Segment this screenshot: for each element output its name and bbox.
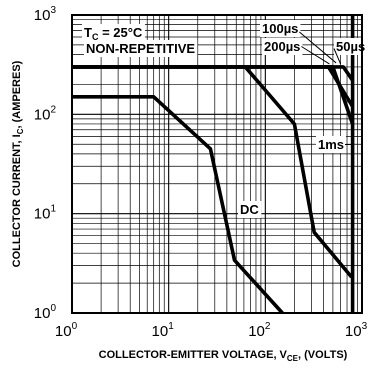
- series-1ms-label: 1ms: [316, 136, 347, 153]
- svg-text:50µs: 50µs: [336, 39, 365, 54]
- condition-non-repetitive-label: NON-REPETITIVE: [84, 40, 198, 57]
- axis-titles: COLLECTOR-EMITTER VOLTAGE, VCE, (VOLTS) C…: [11, 60, 348, 363]
- x-tick-label: 103: [345, 321, 368, 340]
- x-tick-label: 101: [152, 321, 175, 340]
- series-50-s-line: [72, 65, 355, 82]
- leader-200us: [301, 46, 330, 65]
- x-tick-label: 102: [248, 321, 271, 340]
- y-tick-label: 102: [34, 104, 57, 123]
- series-100us-label: 100µs: [260, 20, 301, 37]
- y-tick-label: 103: [34, 5, 57, 24]
- series-50us-label: 50µs: [334, 38, 368, 55]
- leader-100us: [299, 31, 337, 64]
- tick-labels: 100 101 102 103 100 101 102 103: [34, 5, 368, 340]
- svg-text:100µs: 100µs: [262, 21, 298, 36]
- plot-frame: [71, 14, 363, 314]
- svg-text:TC = 25°C: TC = 25°C: [84, 25, 143, 42]
- leader-50us: [333, 48, 342, 65]
- series-dc-line: [72, 95, 284, 315]
- condition-temperature-label: TC = 25°C: [82, 24, 145, 43]
- grid: [72, 15, 362, 313]
- svg-text:NON-REPETITIVE: NON-REPETITIVE: [86, 41, 195, 56]
- svg-text:200µs: 200µs: [264, 39, 300, 54]
- series-dc-label: DC: [238, 201, 262, 218]
- svg-text:1ms: 1ms: [318, 137, 344, 152]
- svg-text:DC: DC: [240, 202, 259, 217]
- series-200us-label: 200µs: [262, 38, 303, 55]
- x-tick-label: 100: [55, 321, 78, 340]
- y-tick-label: 100: [34, 303, 57, 322]
- x-axis-title: COLLECTOR-EMITTER VOLTAGE, VCE, (VOLTS): [99, 349, 348, 363]
- series-200-s-line: [72, 65, 355, 108]
- y-axis-title: COLLECTOR CURRENT, IC, (AMPERES): [11, 60, 25, 267]
- y-tick-label: 101: [34, 204, 57, 223]
- curves: [72, 15, 355, 315]
